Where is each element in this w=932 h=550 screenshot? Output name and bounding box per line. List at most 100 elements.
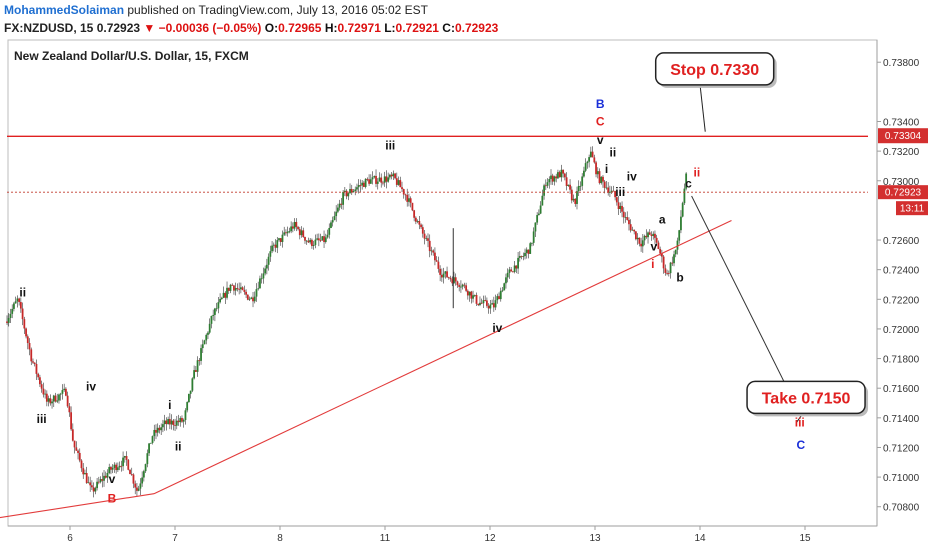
candle-body	[605, 187, 608, 189]
candle-body	[390, 174, 393, 177]
candle-body	[650, 234, 653, 236]
candle-body	[108, 466, 111, 473]
candle-body	[534, 222, 537, 232]
candle-body	[361, 182, 364, 186]
candle-body	[399, 180, 402, 188]
candle-body	[271, 245, 273, 252]
candle-body	[305, 240, 308, 242]
candle-body	[451, 279, 454, 284]
candle-body	[295, 221, 298, 227]
candle-body	[267, 256, 270, 265]
candle-body	[427, 238, 429, 241]
candle-body	[489, 304, 492, 309]
candle-body	[470, 291, 473, 299]
candle-body	[439, 268, 442, 275]
candle-body	[460, 286, 462, 288]
candle-body	[319, 240, 322, 241]
candle-body	[524, 252, 526, 257]
candle-body	[383, 176, 386, 183]
candle-body	[546, 182, 549, 186]
candle-body	[494, 300, 497, 308]
current-price-badge-label: 0.72923	[885, 188, 922, 199]
candle-body	[191, 378, 194, 391]
candle-body	[162, 424, 164, 428]
wave-label: C	[596, 115, 605, 129]
candle-body	[338, 203, 341, 208]
candle-body	[28, 343, 31, 350]
candle-body	[272, 244, 275, 246]
candle-body	[104, 475, 107, 478]
candle-body	[484, 300, 487, 301]
candle-body	[253, 296, 256, 302]
candle-body	[80, 460, 83, 469]
candle-body	[16, 298, 19, 302]
candle-body	[442, 273, 445, 278]
candle-body	[149, 442, 152, 444]
published-text: published on TradingView.com, July 13, 2…	[127, 3, 429, 17]
candle-body	[404, 194, 407, 196]
candle-body	[570, 189, 573, 201]
candle-body	[501, 290, 504, 292]
candle-body	[172, 420, 175, 426]
candle-body	[317, 238, 320, 241]
wave-label: B	[108, 491, 117, 505]
candle-body	[641, 240, 644, 247]
candle-body	[610, 190, 613, 192]
candle-body	[153, 429, 156, 437]
candle-body	[70, 412, 73, 430]
plot-frame	[7, 39, 878, 527]
symbol-label: FX:NZDUSD, 15	[4, 21, 94, 35]
candle-body	[378, 177, 381, 182]
candle-body	[539, 205, 542, 214]
candle-body	[560, 169, 563, 178]
candle-body	[167, 419, 170, 425]
candle-body	[555, 176, 558, 179]
candle-body	[375, 175, 377, 184]
candle-body	[373, 175, 376, 178]
candle-body	[262, 273, 265, 279]
candle-body	[110, 466, 112, 470]
candle-body	[584, 163, 587, 171]
candle-body	[66, 395, 69, 407]
candle-body	[193, 370, 196, 379]
candle-body	[492, 303, 495, 308]
price-tick-label: 0.73200	[883, 147, 920, 158]
candle-body	[78, 452, 81, 461]
wave-label: i	[168, 398, 171, 412]
candle-body	[283, 232, 286, 235]
candle-body	[382, 182, 384, 184]
candle-body	[281, 234, 284, 242]
open-value: 0.72965	[278, 21, 322, 35]
candle-body	[619, 205, 622, 210]
candle-body	[233, 285, 235, 291]
candle-body	[90, 485, 93, 488]
candle-body	[300, 230, 303, 236]
candle-body	[364, 178, 367, 187]
candle-body	[421, 227, 424, 234]
candle-body	[309, 239, 312, 243]
wave-label: v	[109, 472, 116, 486]
wave-label: C	[796, 438, 805, 452]
candle-body	[177, 420, 180, 423]
candle-body	[298, 229, 301, 236]
candle-body	[622, 211, 625, 218]
wave-label: a	[659, 212, 666, 226]
candle-body	[77, 450, 79, 453]
candle-body	[118, 465, 121, 468]
candle-body	[614, 191, 617, 198]
candle-body	[343, 190, 346, 192]
candle-body	[388, 174, 391, 178]
candle-body	[26, 336, 29, 344]
stop-price-badge-label: 0.73304	[885, 131, 922, 142]
candle-body	[437, 261, 440, 269]
candle-body	[250, 297, 253, 299]
candle-body	[179, 418, 182, 423]
author-link[interactable]: MohammedSolaiman	[4, 3, 125, 17]
candle-body	[591, 151, 594, 158]
candle-body	[395, 178, 398, 185]
candle-body	[624, 217, 627, 218]
candle-body	[194, 370, 197, 372]
candle-body	[572, 198, 575, 201]
candle-body	[259, 278, 261, 289]
